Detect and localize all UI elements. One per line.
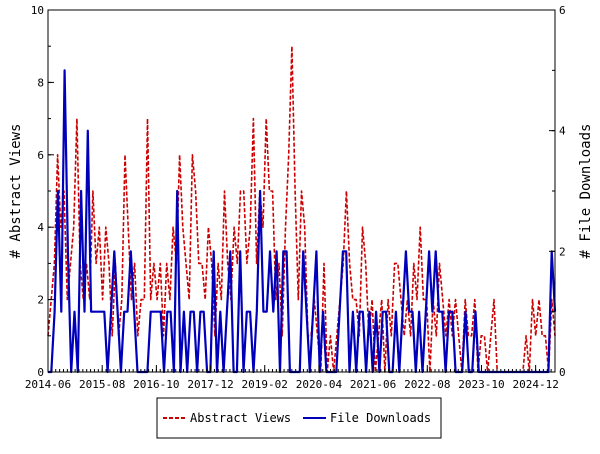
- legend: Abstract Views File Downloads: [156, 397, 442, 439]
- axis-layer: 2014-06 2015-08 2016-10 2017-12 2019-02 2020-…: [25, 4, 566, 391]
- y-right-tick-label: 2: [559, 245, 566, 258]
- x-tick-label: 2020-04: [296, 378, 343, 391]
- y-right-tick-label: 0: [559, 366, 566, 379]
- left-axis-title: # Abstract Views: [8, 124, 24, 259]
- x-tick-label: 2014-06: [25, 378, 71, 391]
- y-left-tick-label: 2: [37, 294, 44, 307]
- y-left-tick-label: 8: [37, 76, 44, 89]
- y-right-tick-label: 6: [559, 4, 566, 17]
- x-tick-label: 2021-06: [350, 378, 396, 391]
- y-left-tick-label: 6: [37, 149, 44, 162]
- x-tick-label: 2015-08: [79, 378, 125, 391]
- y-right-tick-label: 4: [559, 125, 566, 138]
- series-layer: [47, 45, 557, 374]
- legend-label-file-downloads: File Downloads: [330, 411, 431, 425]
- x-tick-label: 2016-10: [133, 378, 179, 391]
- y-left-tick-label: 0: [37, 366, 44, 379]
- x-tick-label: 2022-08: [404, 378, 450, 391]
- x-tick-label: 2023-10: [458, 378, 504, 391]
- legend-box: [156, 397, 442, 439]
- legend-label-abstract-views: Abstract Views: [190, 411, 291, 425]
- x-tick-label: 2019-02: [242, 378, 288, 391]
- right-axis-title: # File Downloads: [578, 124, 594, 259]
- x-tick-label: 2024-12: [512, 378, 558, 391]
- y-left-tick-label: 4: [37, 221, 44, 234]
- x-tick-label: 2017-12: [187, 378, 233, 391]
- series-line-file-downloads: [48, 69, 557, 374]
- y-left-tick-label: 10: [31, 4, 44, 17]
